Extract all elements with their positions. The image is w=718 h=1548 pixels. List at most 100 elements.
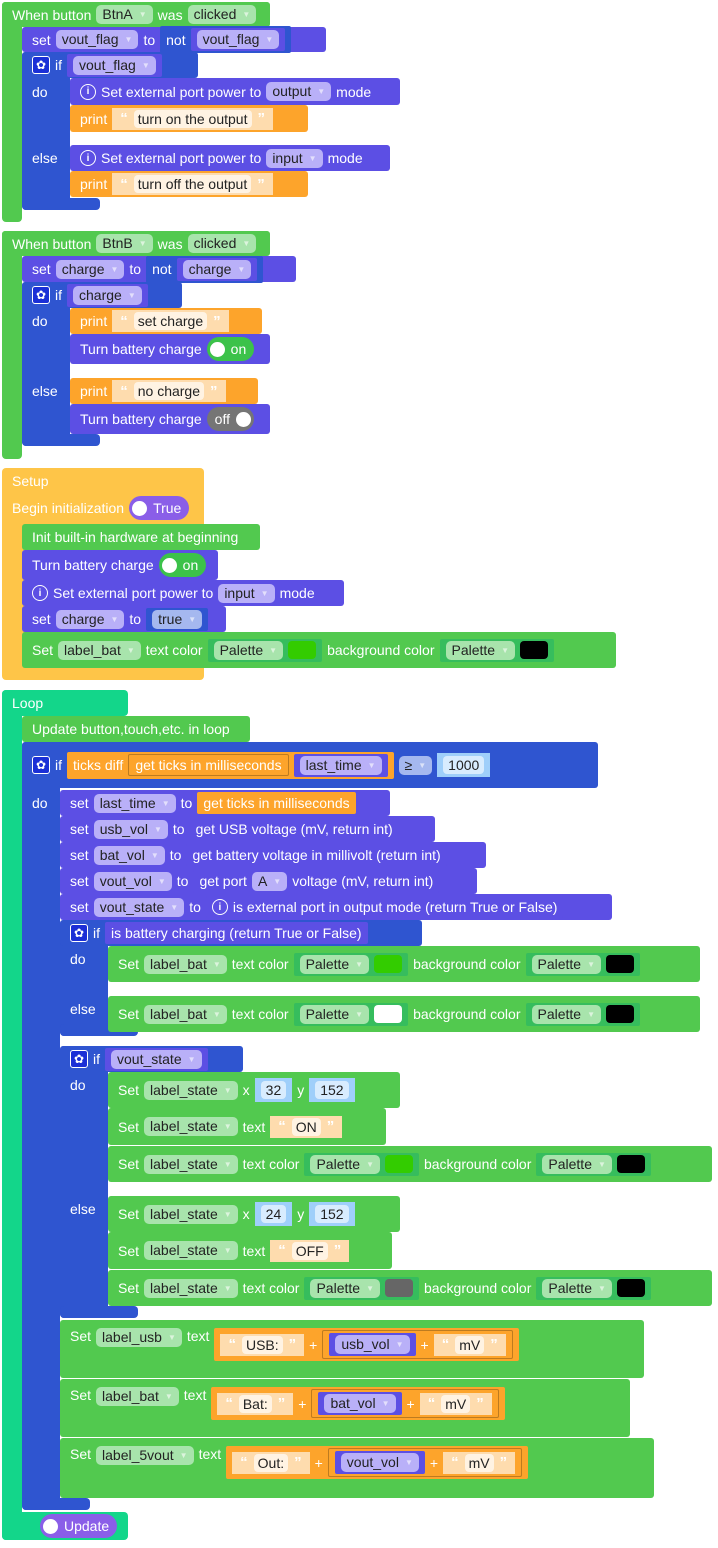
dropdown-label-state[interactable]: label_state ▼ (144, 1117, 238, 1136)
block-l14[interactable]: Set label_state ▼ text color Palette ▼ backgro… (108, 1270, 712, 1306)
toggle-switch[interactable]: on (158, 553, 207, 577)
block-b-do1[interactable]: print “ set charge ” (70, 308, 262, 334)
number-block[interactable]: 152 (309, 1078, 355, 1102)
dropdown-charge[interactable]: charge ▼ (182, 259, 252, 279)
number-field[interactable]: 1000 (443, 756, 485, 774)
dropdown-output[interactable]: output ▼ (266, 82, 332, 101)
block-b-set[interactable]: set charge ▼ to not charge ▼ (22, 255, 296, 283)
var-value-block[interactable]: get USB voltage (mV, return int) (189, 818, 399, 840)
string-block[interactable]: “ Bat: ” (217, 1392, 294, 1415)
dropdown-bat-vol[interactable]: bat_vol ▼ (93, 845, 165, 865)
dropdown-true[interactable]: true ▼ (152, 609, 203, 629)
dropdown-vout-vol[interactable]: vout_vol ▼ (340, 1453, 419, 1472)
dropdown-charge[interactable]: charge ▼ (55, 609, 125, 629)
color-swatch[interactable] (384, 1155, 413, 1173)
var-value-block[interactable]: last_time ▼ (293, 753, 388, 777)
number-field[interactable]: 152 (315, 1081, 349, 1099)
number-field[interactable]: 24 (260, 1205, 287, 1223)
block-l17[interactable]: Set label_5vout ▼ text “Out:” + vout_vol ▼ + “mV” (60, 1438, 654, 1498)
dropdown-label-bat[interactable]: label_bat ▼ (144, 1004, 227, 1024)
block-s2[interactable]: Turn battery charge on (22, 550, 218, 580)
string-field[interactable]: mV (464, 1453, 494, 1472)
block-l10[interactable]: Set label_state ▼ text “ ON ” (108, 1108, 386, 1145)
block-l8[interactable]: Set label_bat ▼ text color Palette ▼ backgroun… (108, 996, 700, 1032)
var-value-block[interactable]: vout_vol ▼ (334, 1451, 425, 1474)
string-field[interactable]: Out: (253, 1453, 289, 1472)
var-value-block[interactable]: vout_flag ▼ (67, 53, 162, 77)
var-value-block[interactable]: get port A ▼ voltage (mV, return int) (193, 869, 440, 893)
block-l12[interactable]: Set label_state ▼ x 24 y 152 (108, 1196, 400, 1232)
number-block[interactable]: 152 (309, 1202, 355, 1226)
string-block[interactable]: “ turn off the output ” (112, 173, 273, 195)
var-value-block[interactable]: charge ▼ (67, 283, 148, 307)
block-l11[interactable]: Set label_state ▼ text color Palette ▼ backgro… (108, 1146, 712, 1182)
logic-value-block[interactable]: true ▼ (146, 607, 209, 631)
block-l15[interactable]: Set label_usb ▼ text “USB:” + usb_vol ▼ + “mV” (60, 1320, 644, 1378)
dropdown-label-state[interactable]: label_state ▼ (144, 1241, 238, 1260)
block-l1[interactable]: Update button,touch,etc. in loop (22, 716, 250, 742)
block-a-if[interactable]: ✿ if vout_flag ▼ (22, 52, 198, 78)
string-block[interactable]: “ mV ” (419, 1392, 492, 1415)
text-value-block[interactable]: ticks diff get ticks in milliseconds last_… (67, 751, 394, 779)
dropdown-palette[interactable]: Palette ▼ (542, 1278, 612, 1298)
number-block[interactable]: 24 (254, 1202, 293, 1226)
text-value-block[interactable]: “ Bat: ” + bat_vol ▼ + “ mV ” (211, 1387, 505, 1420)
block-s1[interactable]: Init built-in hardware at beginning (22, 524, 260, 550)
color-swatch[interactable] (374, 955, 403, 973)
gear-icon[interactable]: ✿ (70, 924, 88, 942)
color-swatch[interactable] (616, 1155, 645, 1173)
string-block[interactable]: “ mV ” (433, 1333, 506, 1356)
dropdown-last-time[interactable]: last_time ▼ (93, 793, 176, 813)
var-value-block[interactable]: bat_vol ▼ (318, 1392, 402, 1415)
block-s4[interactable]: set charge ▼ to true ▼ (22, 606, 226, 632)
dropdown-label-5vout[interactable]: label_5vout ▼ (96, 1446, 194, 1465)
string-block[interactable]: “ turn on the output ” (112, 107, 273, 130)
color-swatch[interactable] (374, 1005, 403, 1023)
color-value-block[interactable]: Palette ▼ (536, 1152, 651, 1176)
block-s3[interactable]: i Set external port power to input ▼ mode (22, 580, 344, 606)
dropdown-clicked[interactable]: clicked ▼ (187, 234, 257, 253)
gear-icon[interactable]: ✿ (32, 56, 50, 74)
dropdown-palette[interactable]: Palette ▼ (531, 1004, 602, 1024)
block-a-do1[interactable]: i Set external port power to output ▼ mode (70, 78, 400, 105)
string-field[interactable]: no charge (133, 382, 205, 400)
string-block[interactable]: “ set charge ” (112, 310, 229, 332)
toggle-switch[interactable]: True (129, 496, 190, 520)
var-value-block[interactable]: usb_vol ▼ (329, 1333, 416, 1356)
dropdown-clicked[interactable]: clicked ▼ (187, 5, 257, 24)
dropdown-vout-state[interactable]: vout_state ▼ (111, 1049, 202, 1069)
dropdown-label-state[interactable]: label_state ▼ (144, 1204, 238, 1224)
dropdown-palette[interactable]: Palette ▼ (531, 954, 602, 974)
gear-icon[interactable]: ✿ (32, 286, 50, 304)
dropdown-palette[interactable]: Palette ▼ (299, 954, 370, 974)
var-value-block[interactable]: get battery voltage in millivolt (return… (186, 844, 447, 866)
dropdown-label-bat[interactable]: label_bat ▼ (144, 954, 227, 974)
number-block[interactable]: 32 (254, 1078, 293, 1102)
dropdown-charge[interactable]: charge ▼ (73, 285, 142, 305)
dropdown-input[interactable]: input ▼ (266, 148, 323, 168)
block-a-set[interactable]: set vout_flag ▼ to not vout_flag ▼ (22, 26, 326, 53)
dropdown-vout-flag[interactable]: vout_flag ▼ (73, 55, 156, 75)
block-b-hdr[interactable]: When button BtnB ▼ was clicked ▼ (2, 231, 270, 256)
block-l5[interactable]: set vout_vol ▼ to get port A ▼ voltage (mV, ret… (60, 868, 477, 894)
color-value-block[interactable]: Palette ▼ (207, 638, 323, 662)
text-value-block[interactable]: “ USB: ” + usb_vol ▼ + “ mV ” (214, 1328, 519, 1361)
dropdown-label-state[interactable]: label_state ▼ (144, 1080, 238, 1100)
var-value-block[interactable]: is battery charging (return True or Fals… (105, 922, 368, 944)
dropdown-vout-flag[interactable]: vout_flag ▼ (55, 30, 139, 49)
dropdown-usb-vol[interactable]: usb_vol ▼ (335, 1335, 410, 1354)
block-l-if3[interactable]: ✿ if vout_state ▼ (60, 1046, 243, 1072)
logic-value-block[interactable]: not charge ▼ (146, 255, 264, 283)
block-b-if[interactable]: ✿ if charge ▼ (22, 282, 182, 308)
block-l13[interactable]: Set label_state ▼ text “ OFF ” (108, 1232, 392, 1269)
string-block[interactable]: “ USB: ” (220, 1333, 305, 1356)
toggle-switch[interactable]: Update (40, 1514, 118, 1538)
block-a-hdr[interactable]: When button BtnA ▼ was clicked ▼ (2, 2, 270, 27)
block-l3[interactable]: set usb_vol ▼ to get USB voltage (mV, return… (60, 816, 435, 842)
toggle-switch[interactable]: on (206, 337, 255, 361)
string-field[interactable]: OFF (291, 1241, 328, 1260)
color-value-block[interactable]: Palette ▼ (293, 1002, 409, 1026)
string-field[interactable]: turn on the output (133, 109, 252, 128)
dropdown-vout-flag[interactable]: vout_flag ▼ (196, 30, 280, 49)
number-block[interactable]: 1000 (437, 753, 491, 777)
